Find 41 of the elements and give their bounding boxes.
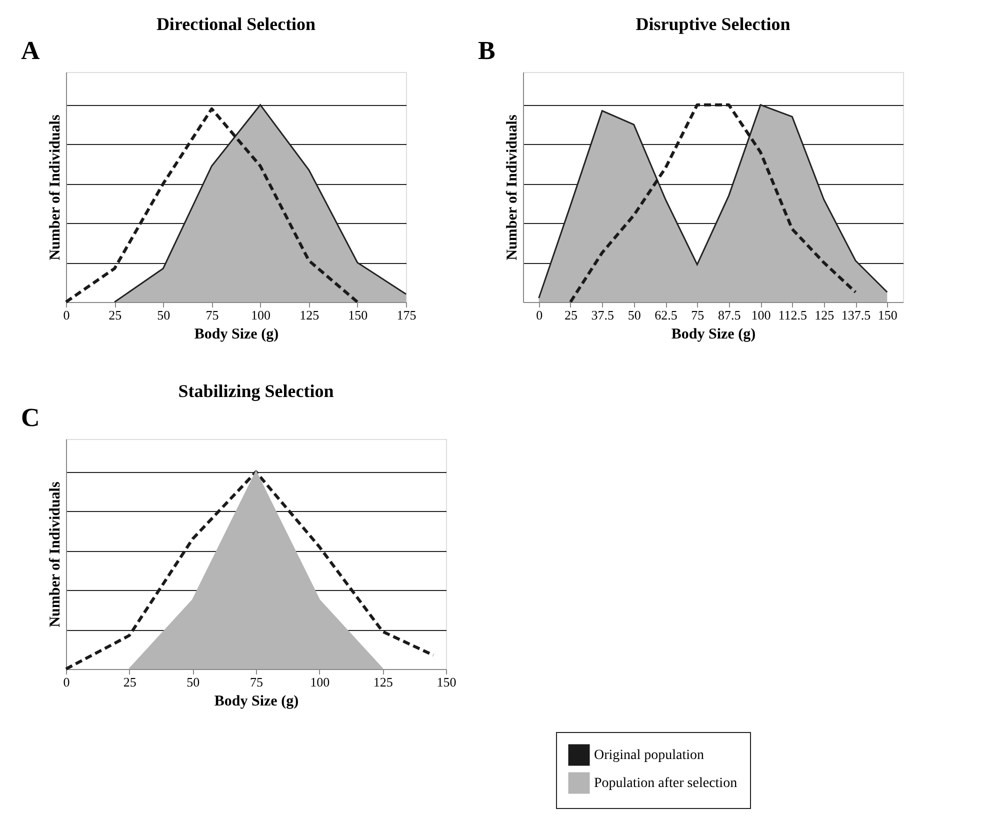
x-tick-label: 100: [251, 308, 271, 322]
y-axis-title: Number of Individuals: [48, 114, 64, 260]
x-tick-label: 0: [63, 308, 70, 322]
x-axis-title: Body Size (g): [671, 326, 756, 342]
text: B: [478, 36, 496, 65]
x-tick-label: 100: [310, 674, 330, 690]
x-tick-label: 25: [123, 674, 136, 690]
x-tick-label: 50: [157, 308, 170, 322]
x-tick-label: 125: [373, 674, 393, 690]
x-tick-label: 137.5: [841, 308, 871, 322]
x-tick-label: 175: [396, 308, 416, 322]
x-tick-label: 25: [564, 308, 578, 322]
x-tick-label: 150: [348, 308, 368, 322]
x-axis-title: Body Size (g): [214, 694, 299, 710]
legend-label: Population after selection: [594, 776, 738, 791]
x-tick-label: 150: [878, 308, 898, 322]
x-tick-label: 125: [814, 308, 834, 322]
x-tick-label: 75: [691, 308, 704, 322]
x-axis-title: Body Size (g): [194, 326, 279, 342]
x-tick-label: 62.5: [654, 308, 678, 322]
x-tick-label: 50: [628, 308, 641, 322]
x-tick-label: 100: [751, 308, 771, 322]
y-axis-title: Number of Individuals: [504, 114, 520, 260]
x-tick-label: 37.5: [591, 308, 614, 322]
x-tick-label: 150: [436, 674, 456, 690]
text: A: [21, 36, 40, 65]
x-tick-label: 25: [108, 308, 122, 322]
x-tick-label: 0: [536, 308, 543, 322]
x-tick-label: 87.5: [718, 308, 741, 322]
chart-title: Directional Selection: [156, 14, 316, 34]
x-tick-label: 75: [206, 308, 219, 322]
x-tick-label: 125: [300, 308, 320, 322]
x-tick-label: 112.5: [778, 308, 808, 322]
chart-title: Stabilizing Selection: [178, 381, 334, 401]
legend-label: Original population: [594, 748, 704, 763]
chart-title: Disruptive Selection: [636, 14, 790, 34]
text: C: [21, 403, 40, 432]
y-axis-title: Number of Individuals: [48, 482, 64, 628]
x-tick-label: 75: [250, 674, 263, 690]
x-tick-label: 0: [63, 674, 70, 690]
x-tick-label: 50: [186, 674, 200, 690]
